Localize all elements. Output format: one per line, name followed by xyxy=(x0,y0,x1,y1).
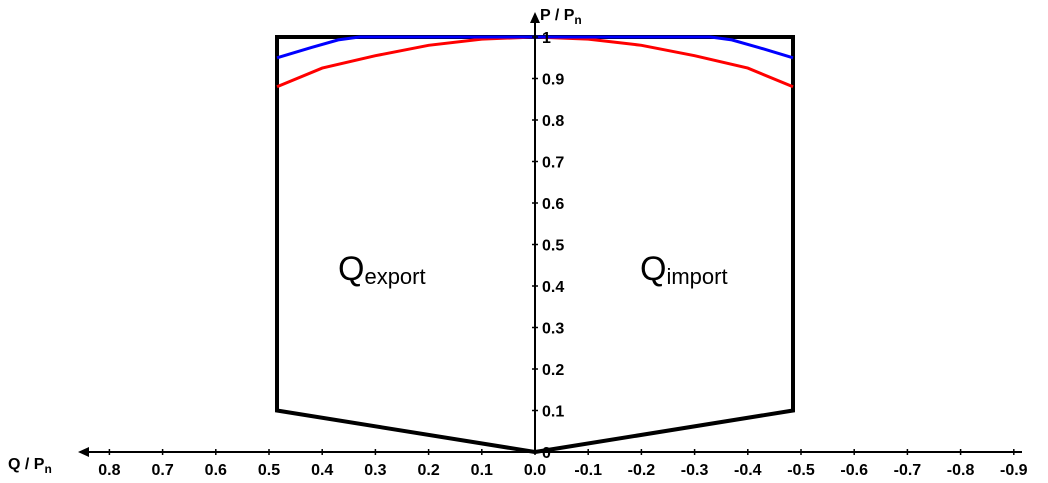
x-tick-label: 0.5 xyxy=(258,462,280,479)
y-tick-label: 0.6 xyxy=(542,196,564,213)
x-tick-label: -0.9 xyxy=(1000,462,1028,479)
x-tick-label: 0.6 xyxy=(205,462,227,479)
x-tick-label: 0.3 xyxy=(364,462,386,479)
y-tick-label: 0.3 xyxy=(542,321,564,338)
y-axis-label-main: P / P xyxy=(540,7,575,24)
region-label-import: Qimport xyxy=(640,250,728,289)
x-tick-label: 0.8 xyxy=(98,462,120,479)
x-tick-label: -0.2 xyxy=(628,462,656,479)
y-tick-label: 0.2 xyxy=(542,362,564,379)
y-tick-label: 0.5 xyxy=(542,238,564,255)
region-label-import-sub: import xyxy=(666,264,727,289)
y-tick-label: 0.1 xyxy=(542,404,564,421)
x-tick-label: 0.2 xyxy=(417,462,439,479)
y-axis-label: P / Pn xyxy=(540,7,582,27)
x-axis-label-sub: n xyxy=(44,462,51,476)
x-axis-label: Q / Pn xyxy=(8,456,52,476)
y-tick-label: 0 xyxy=(542,445,551,462)
x-tick-label: 0.1 xyxy=(471,462,493,479)
y-axis-label-sub: n xyxy=(574,13,581,27)
x-axis-arrow xyxy=(78,447,89,457)
y-tick-label: 0.7 xyxy=(542,155,564,172)
x-tick-label: 0.4 xyxy=(311,462,333,479)
x-tick-label: -0.7 xyxy=(894,462,922,479)
x-tick-label: -0.1 xyxy=(574,462,602,479)
y-tick-label: 0.9 xyxy=(542,72,564,89)
region-label-import-main: Q xyxy=(640,250,666,288)
labels-layer: Q / Pn P / Pn Qexport Qimport xyxy=(8,7,728,476)
x-tick-label: -0.3 xyxy=(681,462,709,479)
x-tick-label: -0.4 xyxy=(734,462,762,479)
x-tick-label: 0.0 xyxy=(524,462,546,479)
region-label-export-sub: export xyxy=(364,264,425,289)
ticks-layer: 0.8 0.7 0.6 0.5 0.4 0.3 0.2 0.1 0.0 -0.1 -0.2 -0.3 -… xyxy=(98,30,1027,479)
region-label-export-main: Q xyxy=(338,250,364,288)
region-label-export: Qexport xyxy=(338,250,426,289)
x-tick-label: -0.6 xyxy=(840,462,868,479)
x-tick-label: 0.7 xyxy=(151,462,173,479)
y-tick-label: 1 xyxy=(542,30,551,47)
axes-layer xyxy=(78,12,1022,457)
y-tick-label: 0.4 xyxy=(542,279,564,296)
y-axis-arrow xyxy=(530,12,540,23)
x-tick-label: -0.8 xyxy=(947,462,975,479)
x-axis-label-main: Q / P xyxy=(8,456,45,473)
x-tick-label: -0.5 xyxy=(787,462,815,479)
y-tick-label: 0.8 xyxy=(542,113,564,130)
